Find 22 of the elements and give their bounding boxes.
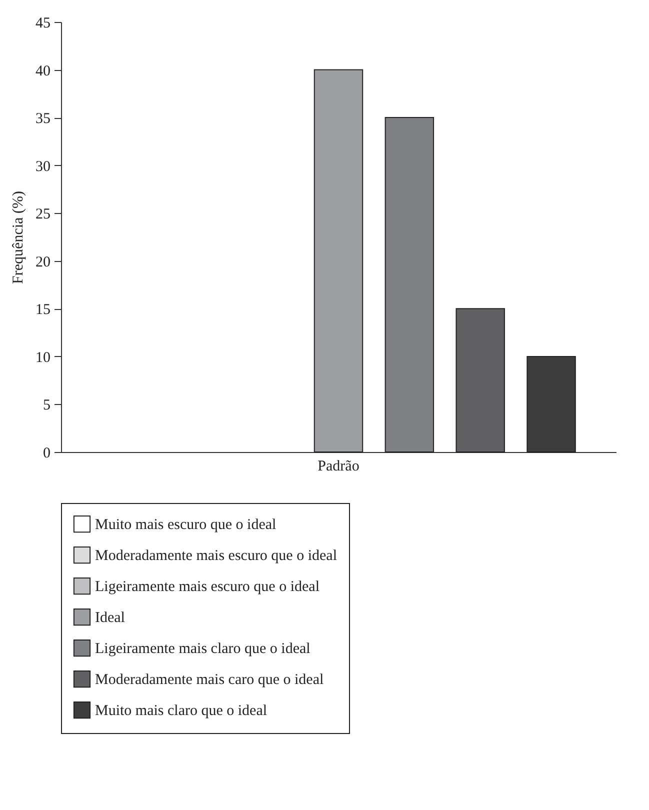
y-tick-label: 45 [36, 16, 50, 32]
legend-label: Muito mais escuro que o ideal [95, 517, 276, 533]
legend-label: Moderadamente mais caro que o ideal [95, 672, 324, 688]
y-axis-title: Frequência (%) [10, 191, 26, 284]
y-tick-label: 35 [36, 111, 50, 128]
legend-label: Ligeiramente mais escuro que o ideal [95, 579, 320, 595]
y-tick-label: 30 [36, 158, 50, 175]
y-tick-label: 25 [36, 206, 50, 223]
bar [456, 308, 505, 452]
bar [314, 69, 364, 452]
y-tick-label: 40 [36, 63, 50, 80]
legend-label: Muito mais claro que o ideal [95, 703, 268, 719]
y-tick-label: 10 [36, 350, 50, 366]
y-tick-label: 0 [43, 446, 50, 462]
y-tick-label: 20 [36, 254, 50, 270]
legend-label: Ligeiramente mais claro que o ideal [95, 641, 310, 657]
bar [384, 117, 434, 452]
legend-label: Moderadamente mais escuro que o ideal [95, 548, 337, 564]
y-tick-label: 5 [43, 398, 50, 414]
legend-label: Ideal [95, 610, 125, 626]
y-tick-label: 15 [36, 302, 50, 318]
x-tick-label: Padrão [318, 458, 360, 474]
